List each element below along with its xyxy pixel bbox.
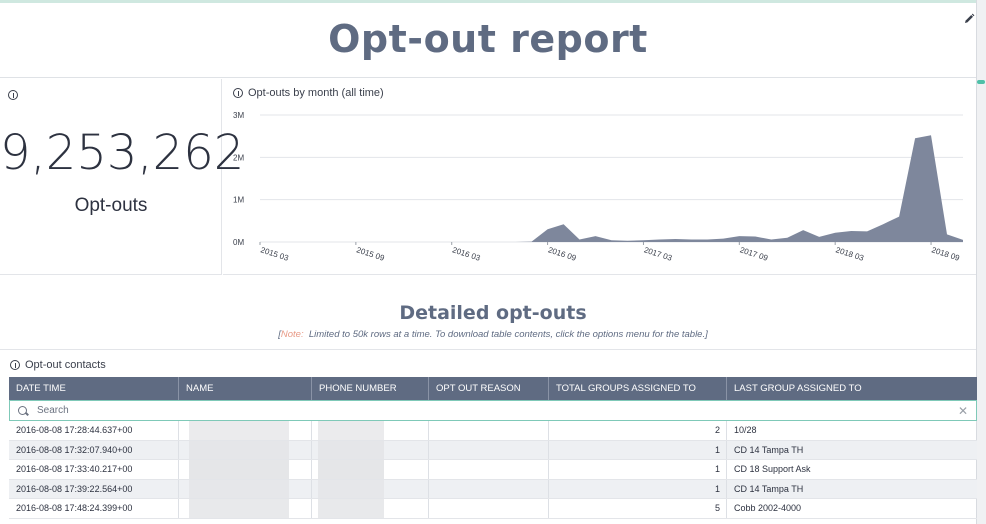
scrollbar[interactable] (976, 0, 986, 524)
cell-name (179, 460, 312, 479)
close-icon[interactable]: ✕ (957, 403, 968, 418)
cell-last-group: Cobb 2002-4000 (734, 503, 802, 513)
y-tick-label: 1M (233, 196, 244, 205)
table-row[interactable]: 2016-08-08 17:28:44.637+00 2 10/28 (9, 421, 977, 441)
redacted-block (318, 479, 384, 498)
cell-name (179, 421, 312, 440)
kpi-value: 9,253,262 (0, 125, 245, 181)
section-title: Detailed opt-outs (399, 302, 587, 324)
x-tick-label: 2015 09 (355, 245, 386, 263)
table-row[interactable]: 2016-08-08 17:39:22.564+00 1 CD 14 Tampa T… (9, 479, 977, 499)
search-icon (18, 406, 27, 415)
redacted-block (189, 460, 289, 479)
info-icon[interactable] (8, 90, 18, 100)
redacted-block (189, 440, 289, 459)
x-tick-label: 2018 09 (930, 245, 961, 263)
table-header: DATE TIME NAME PHONE NUMBER OPT OUT REAS… (9, 377, 977, 400)
redacted-block (318, 421, 384, 440)
info-icon[interactable] (10, 360, 20, 370)
table-row[interactable]: 2016-08-08 17:32:07.940+00 1 CD 14 Tampa T… (9, 440, 977, 460)
divider (0, 349, 976, 350)
note-text: Limited to 50k rows at a time. To downlo… (308, 329, 706, 340)
table-row[interactable]: 2016-08-08 17:33:40.217+00 1 CD 18 Support… (9, 460, 977, 480)
page-header: Opt-out report (0, 3, 976, 78)
note-label: Note: (280, 329, 304, 340)
section-note: [Note: Limited to 50k rows at a time. To… (278, 329, 708, 340)
opt-outs-area-chart: 3M 2M 1M 0M 2015 03 2015 09 2016 03 2016 09 2017… (233, 111, 963, 263)
page-title: Opt-out report (328, 17, 648, 61)
table-search: ✕ (9, 400, 977, 421)
scroll-handle[interactable] (977, 80, 985, 84)
kpi-panel: 9,253,262 Opt-outs (0, 79, 245, 275)
cell-phone-number (312, 440, 429, 459)
x-tick-label: 2016 03 (451, 245, 482, 263)
redacted-block (189, 479, 289, 498)
kpi-label: Opt-outs (74, 195, 148, 216)
info-icon[interactable] (233, 88, 243, 98)
cell-name (179, 499, 312, 518)
redacted-block (189, 499, 289, 518)
y-tick-label: 0M (233, 238, 244, 247)
cell-date-time: 2016-08-08 17:39:22.564+00 (9, 479, 179, 498)
cell-phone-number (312, 499, 429, 518)
pencil-icon[interactable] (962, 12, 976, 26)
cell-opt-out-reason (429, 421, 549, 440)
cell-opt-out-reason (429, 440, 549, 459)
cell-total-groups: 5 (549, 499, 727, 518)
cell-last-group: 10/28 (734, 425, 757, 435)
cell-opt-out-reason (429, 479, 549, 498)
cell-last-group: CD 14 Tampa TH (734, 483, 804, 494)
cell-total-groups: 1 (549, 440, 727, 459)
table-body: 2016-08-08 17:28:44.637+00 2 10/28 2016-08-… (9, 421, 977, 519)
cell-opt-out-reason (429, 499, 549, 518)
redacted-block (189, 421, 289, 440)
cell-phone-number (312, 460, 429, 479)
redacted-block (318, 440, 384, 459)
cell-date-time: 2016-08-08 17:33:40.217+00 (9, 460, 179, 479)
column-header-date-time[interactable]: DATE TIME (9, 377, 179, 400)
cell-date-time: 2016-08-08 17:28:44.637+00 (9, 421, 179, 440)
column-header-phone-number[interactable]: PHONE NUMBER (312, 377, 429, 400)
chart-title: Opt-outs by month (all time) (248, 87, 384, 99)
x-tick-label: 2017 09 (739, 245, 770, 263)
redacted-block (318, 460, 384, 479)
cell-opt-out-reason (429, 460, 549, 479)
cell-total-groups: 1 (549, 479, 727, 498)
cell-phone-number (312, 479, 429, 498)
column-header-total-groups[interactable]: TOTAL GROUPS ASSIGNED TO (549, 377, 727, 400)
cell-name (179, 440, 312, 459)
x-tick-label: 2017 03 (643, 245, 674, 263)
x-tick-label: 2016 09 (547, 245, 578, 263)
top-accent-bar (0, 0, 976, 3)
opt-out-contacts-table: DATE TIME NAME PHONE NUMBER OPT OUT REAS… (9, 377, 977, 519)
search-input[interactable] (37, 405, 958, 416)
column-header-name[interactable]: NAME (179, 377, 312, 400)
cell-date-time: 2016-08-08 17:32:07.940+00 (9, 440, 179, 459)
cell-date-time: 2016-08-08 17:48:24.399+00 (9, 499, 179, 518)
redacted-block (318, 499, 384, 518)
cell-total-groups: 2 (549, 421, 727, 440)
table-title: Opt-out contacts (25, 359, 106, 371)
cell-name (179, 479, 312, 498)
area-series[interactable] (260, 135, 963, 242)
cell-last-group: CD 18 Support Ask (734, 464, 811, 474)
y-tick-label: 3M (233, 111, 244, 120)
cell-total-groups: 1 (549, 460, 727, 479)
x-tick-label: 2015 03 (259, 245, 290, 263)
column-header-opt-out-reason[interactable]: OPT OUT REASON (429, 377, 549, 400)
column-header-last-group[interactable]: LAST GROUP ASSIGNED TO (734, 383, 862, 394)
x-tick-label: 2018 03 (835, 245, 866, 263)
cell-last-group: CD 14 Tampa TH (734, 444, 804, 455)
y-tick-label: 2M (233, 153, 244, 162)
cell-phone-number (312, 421, 429, 440)
chart-panel: Opt-outs by month (all time) 3M 2M 1M 0M 201… (223, 79, 976, 275)
table-row[interactable]: 2016-08-08 17:48:24.399+00 5 Cobb 2002-400… (9, 499, 977, 519)
